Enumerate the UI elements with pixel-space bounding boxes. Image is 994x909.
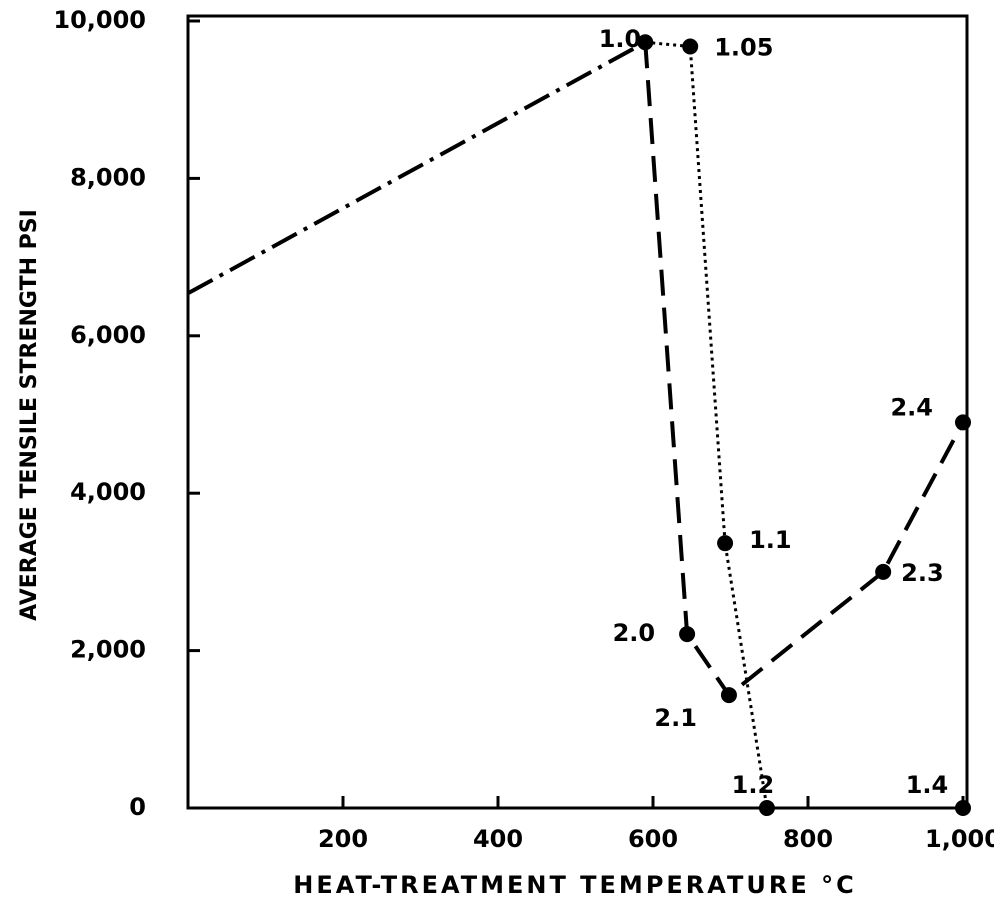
data-point <box>875 563 892 580</box>
x-tick-label: 200 <box>318 825 368 853</box>
line-dashdot <box>187 40 647 296</box>
y-tick-label: 8,000 <box>70 163 146 191</box>
point-label: 2.1 <box>654 704 697 732</box>
data-point <box>637 34 654 51</box>
point-label: 1.0 <box>599 25 642 53</box>
data-point <box>682 38 699 55</box>
y-tick-label: 10,000 <box>53 6 146 34</box>
point-label: 1.2 <box>732 771 775 799</box>
point-label: 1.05 <box>714 33 773 61</box>
data-point <box>955 414 971 431</box>
x-axis-label: HEAT-TREATMENT TEMPERATURE °C <box>293 871 856 899</box>
data-point <box>679 626 696 643</box>
y-tick-label: 0 <box>129 793 146 821</box>
line-dotted <box>645 40 963 810</box>
data-point <box>717 535 734 552</box>
y-axis-label: AVERAGE TENSILE STRENGTH PSI <box>17 209 42 621</box>
y-tick-label: 6,000 <box>70 321 146 349</box>
x-tick-label: 1,000 <box>925 825 994 853</box>
point-label: 2.4 <box>890 393 933 421</box>
point-label: 2.3 <box>901 559 944 587</box>
point-label: 2.0 <box>613 619 656 647</box>
data-point <box>758 800 775 816</box>
data-point <box>720 687 737 704</box>
x-tick-label: 600 <box>628 825 678 853</box>
data-point <box>955 800 971 816</box>
x-tick-label: 800 <box>783 825 833 853</box>
point-label: 1.4 <box>906 771 949 799</box>
point-label: 1.1 <box>749 526 792 554</box>
y-tick-label: 2,000 <box>70 636 146 664</box>
y-tick-label: 4,000 <box>70 478 146 506</box>
plot-frame <box>186 14 969 810</box>
x-tick-label: 400 <box>473 825 523 853</box>
line-dashed <box>643 42 965 698</box>
